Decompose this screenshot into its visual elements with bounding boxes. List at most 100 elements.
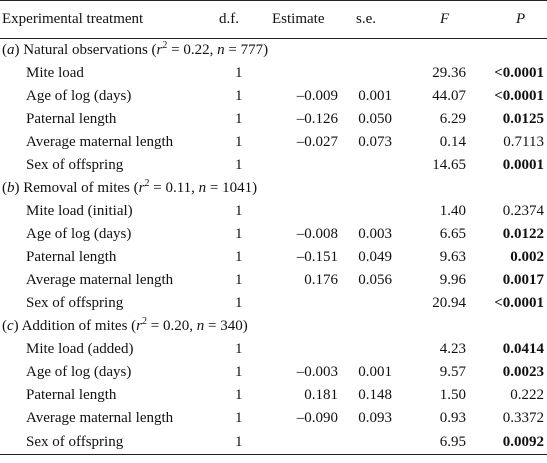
row-name: Average maternal length bbox=[26, 272, 174, 288]
row-estimate bbox=[263, 338, 348, 361]
header-p: P bbox=[466, 0, 547, 39]
row-df: 1 bbox=[235, 65, 243, 81]
row-name: Mite load bbox=[26, 65, 84, 81]
row-name: Paternal length bbox=[26, 387, 117, 403]
row-se: 0.056 bbox=[358, 272, 392, 288]
row-df: 1 bbox=[235, 249, 243, 265]
row-name: Age of log (days) bbox=[26, 88, 132, 104]
row-se: 0.050 bbox=[358, 111, 392, 127]
row-name: Sex of offspring bbox=[0, 430, 211, 455]
table-row: Paternal length 1 –0.126 0.050 6.29 0.0125 bbox=[0, 108, 547, 131]
r-symbol: r bbox=[138, 180, 145, 196]
row-p: 0.0125 bbox=[502, 111, 544, 127]
row-p: 0.0122 bbox=[502, 226, 544, 242]
section-title: (b) Removal of mites (r2 = 0.11, n = 104… bbox=[0, 177, 547, 200]
header-treatment: Experimental treatment bbox=[0, 0, 211, 39]
row-f: 6.29 bbox=[439, 111, 466, 127]
header-se: s.e. bbox=[348, 0, 402, 39]
row-name: Age of log (days) bbox=[26, 364, 132, 380]
row-se bbox=[348, 62, 402, 85]
row-estimate: –0.151 bbox=[296, 249, 338, 265]
row-p: <0.0001 bbox=[494, 88, 544, 104]
row-df: 1 bbox=[235, 295, 243, 311]
row-df: 1 bbox=[235, 203, 243, 219]
table-row: Sex of offspring 1 20.94 <0.0001 bbox=[0, 292, 547, 315]
row-df: 1 bbox=[235, 88, 243, 104]
header-f: F bbox=[402, 0, 466, 39]
row-f: 44.07 bbox=[432, 88, 466, 104]
table-row: Age of log (days) 1 –0.008 0.003 6.65 0.0122 bbox=[0, 223, 547, 246]
row-estimate: –0.027 bbox=[296, 134, 338, 150]
section-prefix: ( bbox=[2, 180, 7, 196]
r-symbol: r bbox=[136, 318, 143, 334]
table-row: Age of log (days) 1 –0.003 0.001 9.57 0.0023 bbox=[0, 361, 547, 384]
section-letter: b bbox=[7, 180, 15, 196]
row-se: 0.001 bbox=[358, 88, 392, 104]
row-estimate: –0.003 bbox=[296, 364, 338, 380]
row-name: Average maternal length bbox=[26, 134, 174, 150]
table-row: Sex of offspring 1 14.65 0.0001 bbox=[0, 154, 547, 177]
row-df: 1 bbox=[235, 111, 243, 127]
row-f: 9.57 bbox=[439, 364, 466, 380]
row-estimate bbox=[263, 430, 348, 455]
row-se: 0.148 bbox=[358, 387, 392, 403]
row-se bbox=[348, 154, 402, 177]
row-f: 6.65 bbox=[439, 226, 466, 242]
row-df: 1 bbox=[235, 134, 243, 150]
row-se: 0.049 bbox=[358, 249, 392, 265]
section-name: ) Natural observations ( bbox=[14, 42, 157, 58]
n-value: = 777) bbox=[224, 42, 269, 58]
row-df: 1 bbox=[235, 226, 243, 242]
section-letter: c bbox=[7, 318, 14, 334]
r-value: = 0.11, bbox=[149, 180, 199, 196]
row-name: Mite load (added) bbox=[26, 341, 134, 357]
table-row: Mite load 1 29.36 <0.0001 bbox=[0, 62, 547, 85]
row-p: <0.0001 bbox=[494, 65, 544, 81]
row-se bbox=[348, 338, 402, 361]
row-p: 0.0414 bbox=[502, 341, 544, 357]
table-row: Sex of offspring 1 6.95 0.0092 bbox=[0, 430, 547, 455]
r-exponent: 2 bbox=[142, 316, 148, 327]
section-header-row: (a) Natural observations (r2 = 0.22, n =… bbox=[0, 39, 547, 63]
row-estimate bbox=[263, 62, 348, 85]
row-df: 1 bbox=[211, 430, 263, 455]
row-f: 6.95 bbox=[402, 430, 466, 455]
row-estimate: –0.126 bbox=[296, 111, 338, 127]
table-row: Mite load (added) 1 4.23 0.0414 bbox=[0, 338, 547, 361]
row-name: Paternal length bbox=[26, 249, 117, 265]
row-se: 0.003 bbox=[358, 226, 392, 242]
row-f: 0.93 bbox=[439, 410, 466, 426]
r-exponent: 2 bbox=[144, 178, 150, 189]
row-p: 0.0017 bbox=[502, 272, 544, 288]
row-name: Age of log (days) bbox=[26, 226, 132, 242]
row-f: 29.36 bbox=[432, 65, 466, 81]
section-header-row: (c) Addition of mites (r2 = 0.20, n = 34… bbox=[0, 315, 547, 338]
r-value: = 0.20, bbox=[147, 318, 197, 334]
header-estimate: Estimate bbox=[263, 0, 348, 39]
row-p: 0.7113 bbox=[503, 134, 544, 150]
row-estimate bbox=[263, 154, 348, 177]
section-name: ) Addition of mites ( bbox=[13, 318, 137, 334]
n-symbol: n bbox=[217, 42, 225, 58]
table-row: Mite load (initial) 1 1.40 0.2374 bbox=[0, 200, 547, 223]
row-estimate: –0.090 bbox=[296, 410, 338, 426]
r-symbol: r bbox=[156, 42, 163, 58]
row-se: 0.073 bbox=[358, 134, 392, 150]
row-f: 0.14 bbox=[439, 134, 466, 150]
row-estimate: –0.008 bbox=[296, 226, 338, 242]
row-f: 9.63 bbox=[439, 249, 466, 265]
row-df: 1 bbox=[235, 410, 243, 426]
table-row: Age of log (days) 1 –0.009 0.001 44.07 <0.000… bbox=[0, 85, 547, 108]
row-name: Sex of offspring bbox=[26, 157, 124, 173]
r-value: = 0.22, bbox=[167, 42, 218, 58]
row-se: 0.001 bbox=[358, 364, 392, 380]
row-p: 0.0092 bbox=[466, 430, 547, 455]
row-p: 0.3372 bbox=[502, 410, 544, 426]
row-name: Mite load (initial) bbox=[26, 203, 133, 219]
section-title: (c) Addition of mites (r2 = 0.20, n = 34… bbox=[0, 315, 547, 338]
header-row: Experimental treatment d.f. Estimate s.e… bbox=[0, 0, 547, 39]
section-title: (a) Natural observations (r2 = 0.22, n =… bbox=[0, 39, 547, 63]
row-p: 0.2374 bbox=[502, 203, 544, 219]
